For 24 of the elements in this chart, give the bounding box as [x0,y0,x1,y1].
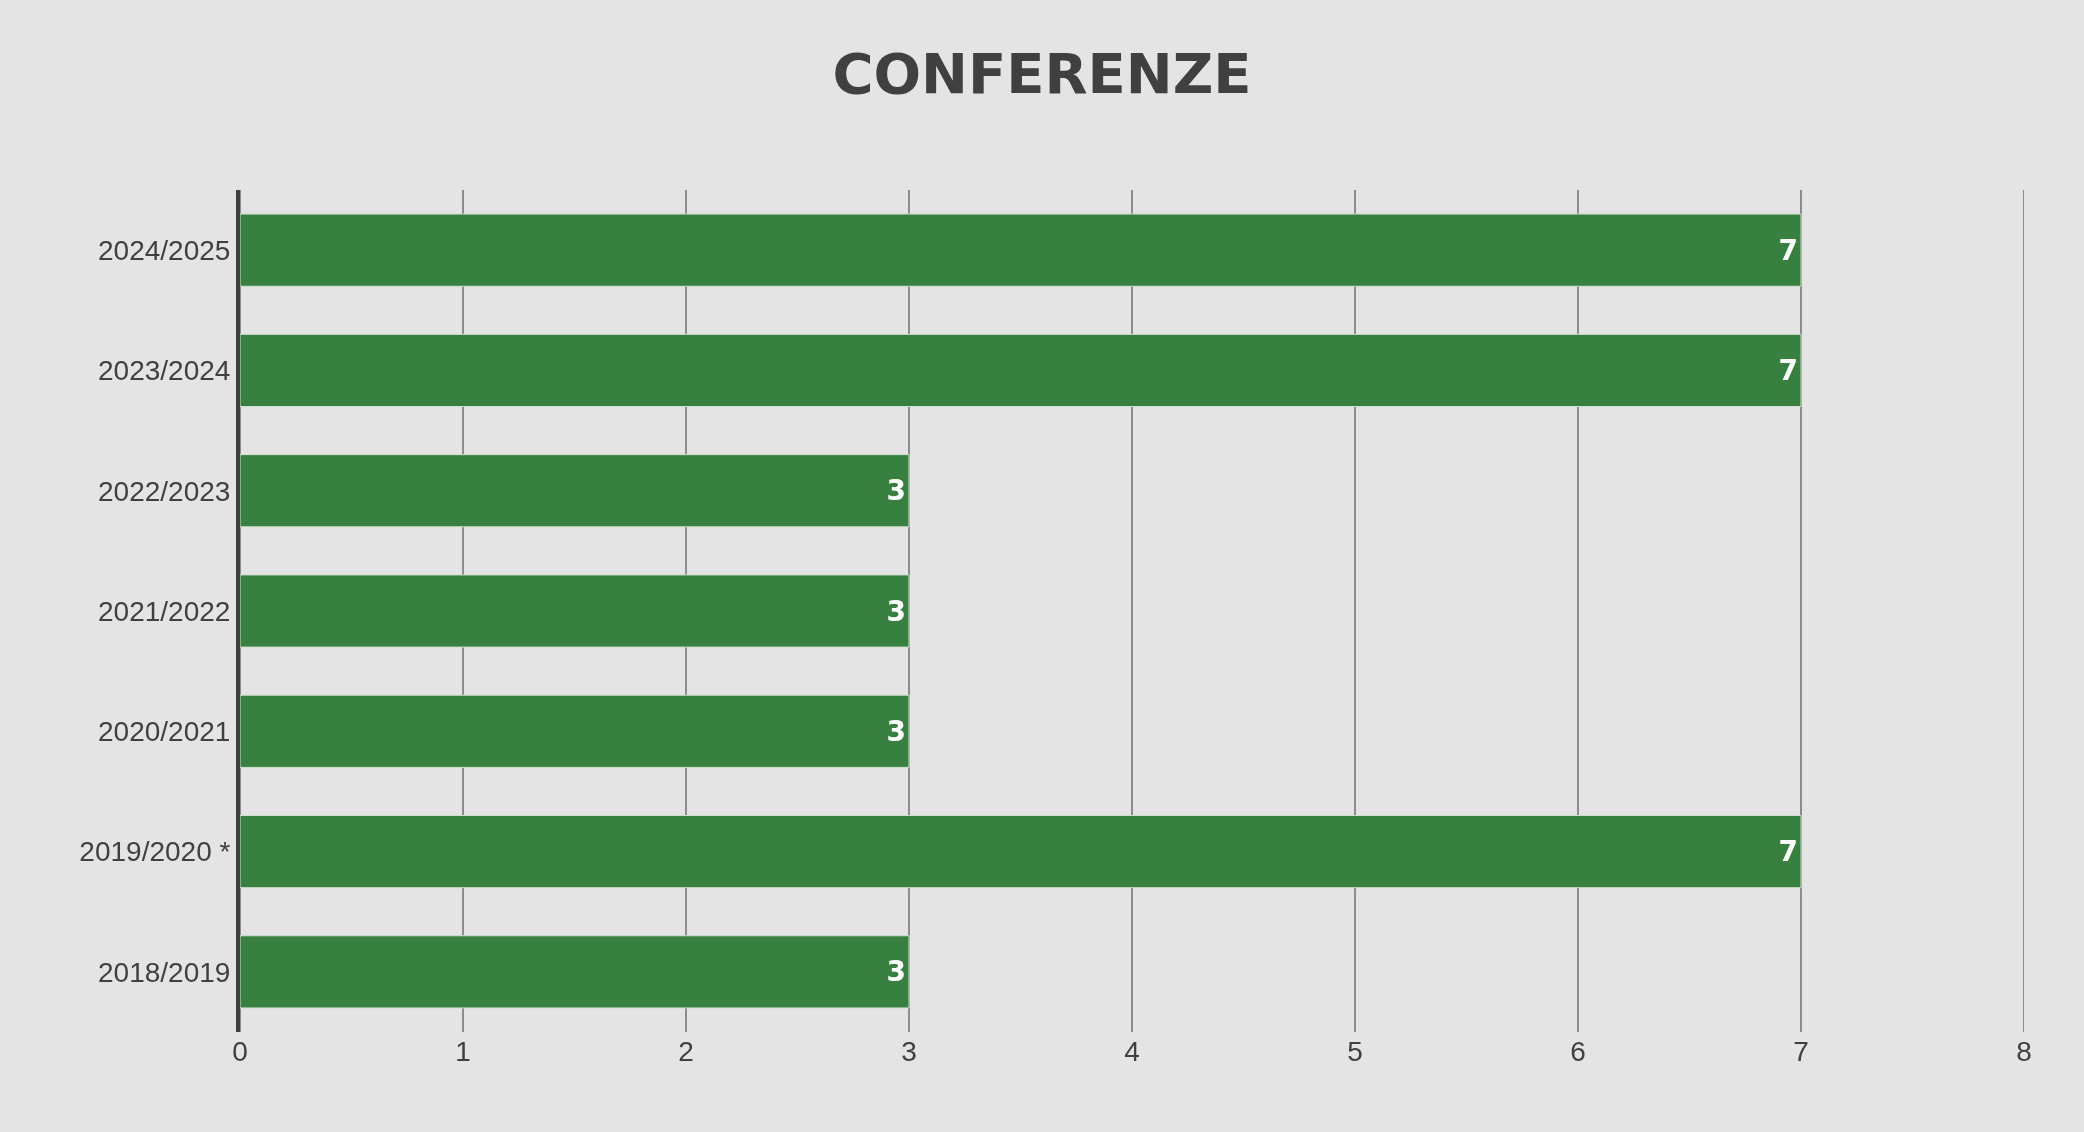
y-tick-label: 2020/2021 [98,716,231,748]
x-tick-label: 1 [455,1036,471,1067]
data-label: 7 [1778,835,1798,869]
x-tick-label: 5 [1347,1036,1363,1067]
chart-title: CONFERENZE [832,41,1252,107]
y-tick-label: 2019/2020 * [79,836,231,868]
y-tick-label: 2024/2025 [98,234,231,266]
x-tick-label: 0 [232,1036,248,1067]
data-label: 3 [886,474,906,508]
y-tick-label: 2022/2023 [98,475,231,507]
y-tick-label: 2021/2022 [98,595,231,627]
data-label: 3 [886,955,906,989]
data-label: 7 [1778,233,1798,267]
data-label: 3 [886,714,906,748]
x-tick-label: 4 [1124,1036,1140,1067]
x-tick-label: 3 [901,1036,917,1067]
x-tick-label: 8 [2016,1036,2032,1067]
y-tick-label: 2023/2024 [98,355,231,387]
x-tick-label: 2 [678,1036,694,1067]
data-label: 3 [886,594,906,628]
y-tick-label: 2018/2019 [98,956,231,988]
x-tick-label: 6 [1570,1036,1586,1067]
data-label: 7 [1778,353,1798,387]
x-tick-label: 7 [1793,1036,1809,1067]
